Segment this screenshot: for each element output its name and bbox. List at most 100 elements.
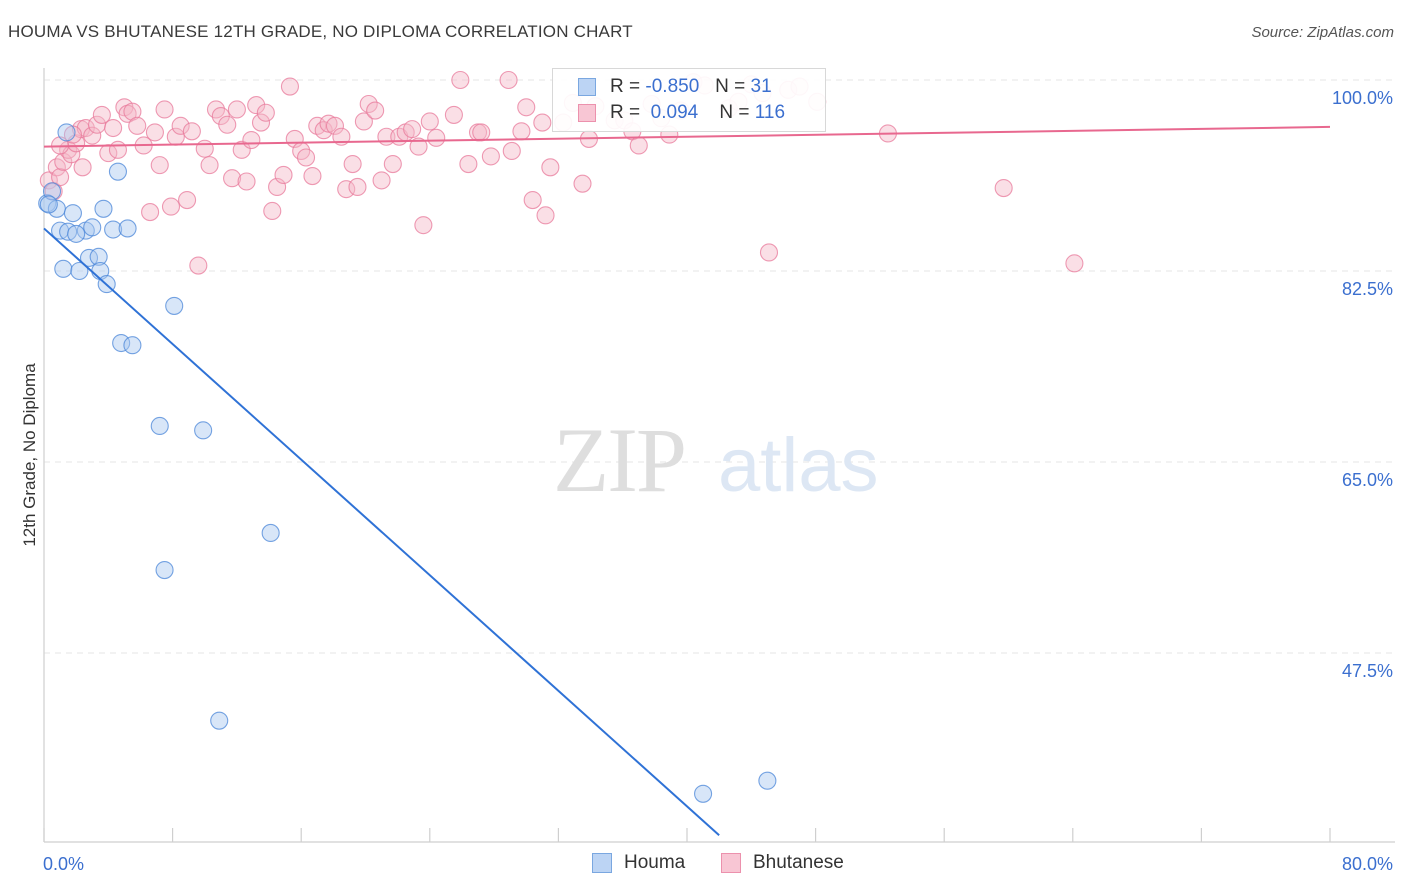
data-point-bhutanese [517,98,536,117]
data-point-bhutanese [366,101,385,120]
data-point-bhutanese [459,154,478,174]
data-point-bhutanese [536,206,555,225]
data-point-bhutanese [189,256,208,275]
data-point-houma [694,784,713,803]
data-point-bhutanese [403,120,422,139]
legend-r-label: R = [610,102,641,123]
data-point-bhutanese [759,243,779,262]
data-point-bhutanese [444,105,463,124]
data-point-bhutanese [472,123,491,142]
bottom-legend-label-bhutanese: Bhutanese [753,852,844,873]
data-point-bhutanese [348,177,367,197]
data-point-bhutanese [263,201,282,221]
data-point-bhutanese [247,96,266,115]
data-point-houma [104,220,123,239]
data-point-bhutanese [237,172,256,191]
watermark-zip: ZIP [553,409,685,511]
bottom-legend-swatch-bhutanese [721,853,741,873]
bottom-legend-label-houma: Houma [624,852,686,873]
data-point-bhutanese [994,179,1013,198]
y-tick-label: 82.5% [1342,279,1393,299]
watermark: ZIP atlas [553,409,879,511]
data-point-houma [150,416,169,436]
data-point-bhutanese [182,122,201,141]
x-tick-label-max: 80.0% [1342,854,1393,874]
data-point-houma [38,194,57,213]
data-point-bhutanese [629,136,648,155]
legend-n-value: 116 [754,102,786,123]
legend-n-value: 31 [750,76,772,97]
data-point-bhutanese [303,166,322,186]
data-point-bhutanese [108,140,127,159]
data-point-bhutanese [451,70,470,90]
data-point-bhutanese [523,191,542,210]
data-point-bhutanese [218,115,237,134]
trend-lines [43,125,1331,837]
data-point-bhutanese [414,216,433,235]
data-point-bhutanese [274,165,293,185]
data-point-bhutanese [1065,254,1084,273]
data-point-houma [108,162,127,181]
data-point-bhutanese [150,156,169,175]
data-point-houma [39,195,58,214]
data-point-bhutanese [178,191,197,210]
data-point-bhutanese [383,154,402,174]
data-point-bhutanese [92,105,111,124]
data-point-bhutanese [83,126,102,145]
data-point-bhutanese [145,123,164,142]
data-point-houma [118,219,137,238]
data-point-houma [67,224,86,243]
legend-r-value: 0.094 [650,102,699,123]
data-point-bhutanese [502,141,521,160]
data-point-bhutanese [73,158,92,177]
data-point-bhutanese [354,112,373,131]
data-point-bhutanese [171,116,190,135]
data-point-bhutanese [280,77,299,96]
legend-swatch-bhutanese [578,104,596,122]
data-point-houma [112,333,131,353]
axes [43,68,1395,843]
data-point-bhutanese [118,104,137,123]
data-point-bhutanese [296,148,316,167]
data-point-bhutanese [128,116,147,135]
data-point-bhutanese [499,70,518,90]
data-point-bhutanese [195,139,214,158]
data-point-bhutanese [337,180,356,199]
data-point-houma [210,711,229,730]
data-point-bhutanese [51,168,70,187]
data-point-bhutanese [512,122,531,141]
data-point-bhutanese [372,171,391,190]
data-point-bhutanese [200,156,219,175]
data-point-houma [79,248,99,267]
y-tick-label: 65.0% [1342,470,1393,490]
legend-r-value: -0.850 [645,76,700,97]
data-point-houma [83,218,102,237]
data-point-bhutanese [232,140,251,159]
chart-title: HOUMA VS BHUTANESE 12TH GRADE, NO DIPLOM… [8,22,633,41]
data-point-bhutanese [343,154,362,174]
data-point-bhutanese [223,169,242,188]
legend-r-label: R = [610,76,641,97]
data-point-bhutanese [409,137,428,156]
data-point-houma [165,296,184,315]
data-point-houma [70,261,89,281]
data-point-bhutanese [533,113,552,132]
data-point-bhutanese [251,113,271,132]
data-point-houma [63,204,82,223]
data-point-bhutanese [123,102,142,121]
data-point-houma [123,336,142,355]
bottom-legend-swatch-houma [592,853,612,873]
y-axis-label: 12th Grade, No Diploma [20,363,39,547]
data-point-bhutanese [420,112,439,131]
y-tick-label: 100.0% [1332,88,1393,108]
data-point-houma [194,421,213,440]
data-point-bhutanese [573,174,592,193]
data-point-bhutanese [427,128,446,147]
legend-swatch-houma [578,78,596,96]
trend-line-bhutanese [43,125,1331,148]
legend-n-label: N = [719,102,750,123]
data-point-bhutanese [359,94,378,114]
grid-lines [44,79,1395,654]
source-label: Source: ZipAtlas.com [1251,24,1394,41]
